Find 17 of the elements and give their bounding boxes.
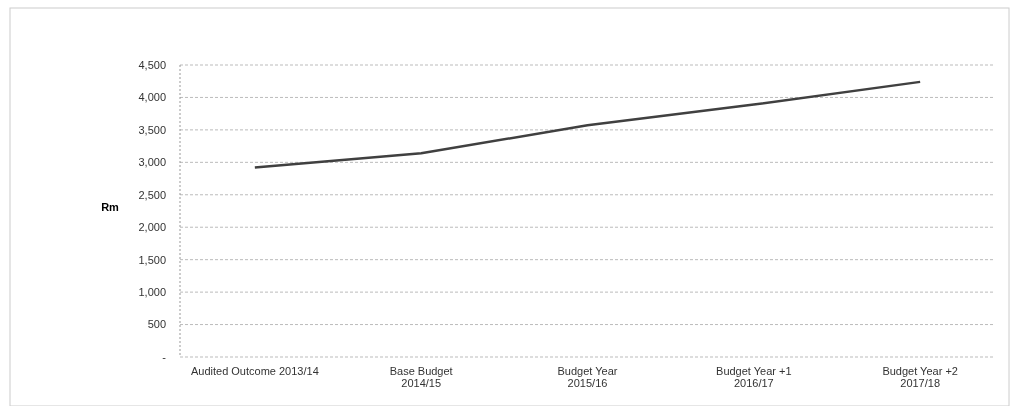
y-tick-label: 4,500: [138, 58, 166, 71]
y-tick-label: 2,500: [138, 188, 166, 201]
y-tick-label: 4,000: [138, 91, 166, 104]
line-series: [253, 80, 922, 169]
x-tick-label: Audited Outcome 2013/14: [190, 365, 319, 377]
y-tick-label: 1,500: [138, 253, 166, 266]
y-tick-label: 2,000: [138, 221, 166, 234]
x-tick-label: Budget Year +2 2017/18: [882, 365, 958, 389]
y-axis-title: Rm: [101, 201, 120, 213]
y-tick-label: 1,000: [138, 285, 166, 298]
y-tick-label: 3,500: [138, 123, 166, 136]
x-tick-label: Budget Year +1 2016/17: [716, 365, 792, 389]
y-tick-label: -: [162, 350, 167, 363]
x-tick-label: Base Budget 2014/15: [389, 365, 453, 389]
y-tick-label: 500: [147, 318, 166, 331]
x-tick-label: Budget Year 2015/16: [557, 365, 618, 389]
y-tick-label: 3,000: [138, 156, 166, 169]
